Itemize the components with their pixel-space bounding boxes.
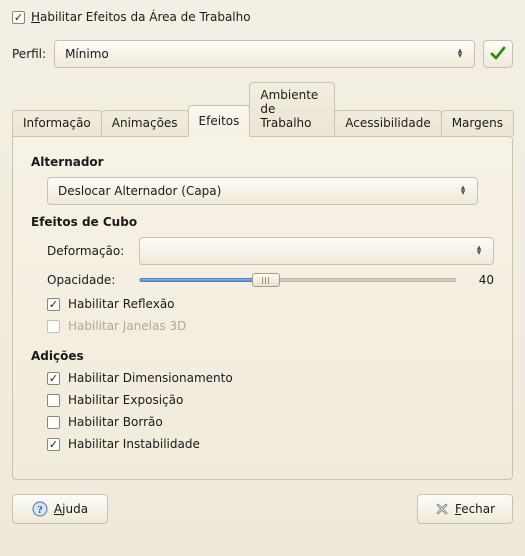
help-button-label-rest: juda <box>62 502 88 516</box>
checkmark-icon <box>489 45 507 63</box>
scaling-label: Habilitar Dimensionamento <box>68 371 233 385</box>
help-button[interactable]: ? Ajuda <box>12 494 108 524</box>
profile-select[interactable]: Mínimo ▴▾ <box>54 40 475 68</box>
expose-label: Habilitar Exposição <box>68 393 183 407</box>
svg-text:?: ? <box>37 504 43 516</box>
blur-checkbox[interactable] <box>47 416 60 429</box>
deformation-select[interactable]: ▴▾ <box>139 237 494 265</box>
windows3d-checkbox <box>47 320 60 333</box>
windows3d-label: Habilitar Janelas 3D <box>68 319 186 333</box>
blur-label: Habilitar Borrão <box>68 415 163 429</box>
enable-desktop-effects-checkbox[interactable] <box>12 11 25 24</box>
chevron-up-down-icon: ▴▾ <box>455 186 471 197</box>
profile-label: Perfil: <box>12 47 46 61</box>
wobble-label: Habilitar Instabilidade <box>68 437 200 451</box>
enable-desktop-effects-label: Habilitar Efeitos da Área de Trabalho <box>31 10 251 24</box>
opacity-slider[interactable] <box>139 271 456 289</box>
wobble-checkbox[interactable] <box>47 438 60 451</box>
opacity-value: 40 <box>464 273 494 287</box>
tab-margins[interactable]: Margens <box>441 110 514 136</box>
help-icon: ? <box>32 501 48 517</box>
cube-title: Efeitos de Cubo <box>31 215 494 229</box>
tab-desktop-env[interactable]: Ambiente de Trabalho <box>249 82 335 136</box>
reflection-checkbox[interactable] <box>47 298 60 311</box>
reflection-label: Habilitar Reflexão <box>68 297 175 311</box>
additions-title: Adições <box>31 349 494 363</box>
opacity-label: Opacidade: <box>47 273 131 287</box>
profile-select-value: Mínimo <box>65 47 109 61</box>
close-button[interactable]: Fechar <box>417 494 513 524</box>
tab-effects[interactable]: Efeitos <box>188 105 251 137</box>
chevron-up-down-icon: ▴▾ <box>452 49 468 60</box>
chevron-up-down-icon: ▴▾ <box>471 246 487 257</box>
opacity-slider-thumb[interactable] <box>252 273 280 287</box>
switcher-title: Alternador <box>31 155 494 169</box>
switcher-select-value: Deslocar Alternador (Capa) <box>58 184 221 198</box>
scaling-checkbox[interactable] <box>47 372 60 385</box>
expose-checkbox[interactable] <box>47 394 60 407</box>
tabbar: Informação Animações Efeitos Ambiente de… <box>12 82 513 136</box>
effects-panel: Alternador Deslocar Alternador (Capa) ▴▾… <box>12 136 513 480</box>
tab-info[interactable]: Informação <box>12 110 102 136</box>
tab-accessibility[interactable]: Acessibilidade <box>334 110 441 136</box>
close-button-label-rest: echar <box>461 502 495 516</box>
deformation-label: Deformação: <box>47 244 131 258</box>
close-icon <box>435 502 449 516</box>
apply-button[interactable] <box>483 40 513 68</box>
switcher-select[interactable]: Deslocar Alternador (Capa) ▴▾ <box>47 177 478 205</box>
tab-animations[interactable]: Animações <box>101 110 189 136</box>
